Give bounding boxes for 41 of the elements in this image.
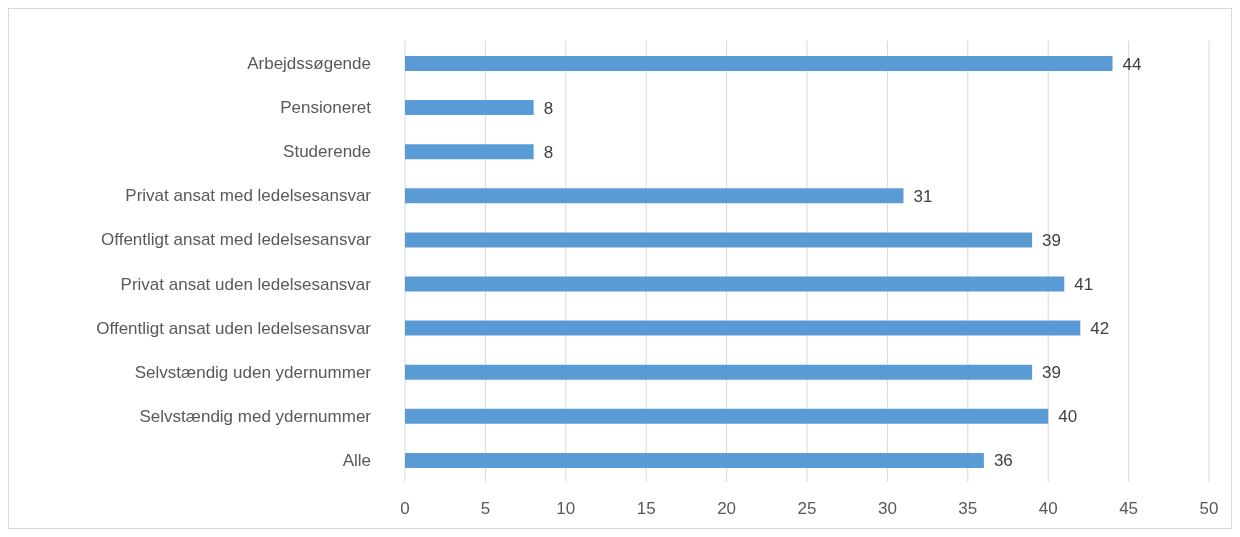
y-tick-label: Offentligt ansat uden ledelsesansvar	[96, 318, 372, 338]
x-tick-label: 0	[400, 499, 410, 519]
y-tick-label: Selvstændig uden ydernummer	[134, 362, 372, 382]
bar	[405, 408, 1049, 424]
bar	[405, 276, 1065, 292]
x-tick-label: 20	[717, 499, 737, 519]
x-tick-label: 5	[480, 499, 491, 519]
bar	[405, 232, 1033, 248]
x-tick-label: 35	[958, 499, 978, 519]
data-label: 39	[1042, 363, 1062, 383]
data-label: 40	[1058, 407, 1078, 427]
data-label: 36	[993, 451, 1013, 471]
data-label: 8	[543, 98, 554, 118]
y-tick-label: Privat ansat uden ledelsesansvar	[120, 274, 372, 294]
x-tick-label: 15	[636, 499, 656, 519]
data-label: 41	[1074, 275, 1094, 295]
bar	[405, 100, 534, 116]
data-label: 42	[1090, 319, 1110, 339]
bar	[405, 452, 984, 468]
x-tick-label: 50	[1199, 499, 1219, 519]
x-tick-label: 30	[877, 499, 897, 519]
bar	[405, 320, 1081, 336]
x-tick-label: 10	[556, 499, 576, 519]
data-label: 31	[913, 186, 933, 206]
bar	[405, 144, 534, 160]
y-tick-label: Offentligt ansat med ledelsesansvar	[101, 230, 372, 250]
y-tick-label: Selvstændig med ydernummer	[139, 406, 372, 426]
data-label: 39	[1042, 230, 1062, 250]
bar	[405, 188, 904, 204]
y-tick-label: Arbejdssøgende	[247, 54, 371, 74]
data-label: 44	[1122, 54, 1142, 74]
x-tick-label: 25	[797, 499, 817, 519]
y-tick-label: Privat ansat med ledelsesansvar	[125, 186, 372, 206]
data-label: 8	[543, 142, 554, 162]
y-tick-label: Pensioneret	[280, 98, 372, 118]
y-tick-label: Alle	[342, 450, 371, 470]
x-tick-label: 40	[1038, 499, 1058, 519]
y-tick-label: Studerende	[283, 142, 371, 162]
bar	[405, 56, 1113, 71]
bar	[405, 364, 1033, 380]
x-tick-label: 45	[1119, 499, 1139, 519]
